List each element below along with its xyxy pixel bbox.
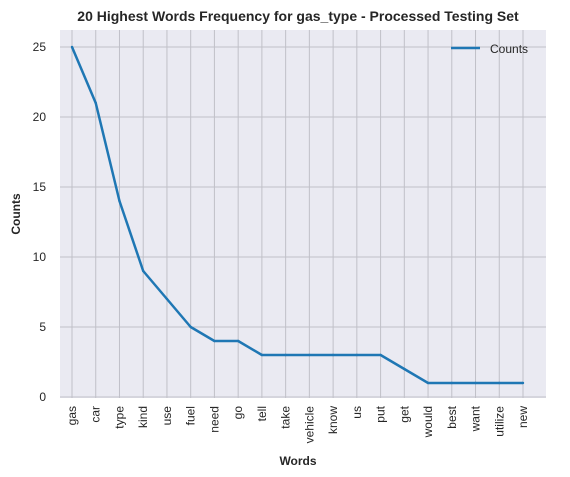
y-axis-label: Counts — [9, 193, 23, 235]
data-point — [331, 353, 335, 357]
y-tick-label: 25 — [33, 40, 47, 54]
data-point — [403, 367, 406, 371]
data-point — [450, 381, 453, 385]
data-point — [213, 339, 216, 343]
x-tick-label: type — [112, 406, 126, 429]
x-tick-label: us — [350, 406, 364, 419]
x-tick-label: vehicle — [302, 406, 316, 444]
x-tick-label: best — [445, 405, 459, 428]
x-tick-label: take — [279, 406, 293, 429]
x-tick-label: car — [89, 406, 103, 423]
grid — [60, 30, 546, 398]
y-tick-labels: 0 5 10 15 20 25 — [33, 40, 47, 404]
data-point — [474, 381, 477, 385]
legend-label: Counts — [490, 42, 528, 56]
data-point — [142, 269, 145, 273]
data-point — [498, 381, 501, 385]
x-tick-label: tell — [255, 406, 269, 421]
data-point — [379, 353, 382, 357]
data-point — [165, 297, 169, 301]
data-point — [284, 353, 287, 357]
y-tick-label: 5 — [39, 320, 46, 334]
x-axis-label: Words — [279, 454, 316, 468]
data-point — [260, 353, 264, 357]
plot-area — [60, 30, 546, 398]
data-point — [521, 381, 525, 385]
data-point — [426, 381, 430, 385]
x-tick-label: want — [469, 405, 483, 432]
series-layer — [70, 45, 525, 385]
x-tick-label: would — [421, 406, 435, 438]
data-point — [118, 199, 121, 203]
x-tick-label: need — [207, 406, 221, 433]
x-tick-label: put — [374, 405, 388, 422]
x-tick-label: use — [160, 406, 174, 426]
x-tick-label: gas — [65, 406, 79, 425]
x-tick-label: new — [516, 406, 530, 428]
x-tick-label: get — [397, 405, 411, 422]
data-point — [236, 339, 240, 343]
x-tick-label: go — [231, 406, 245, 420]
data-point — [308, 353, 311, 357]
data-point — [94, 101, 97, 105]
y-tick-label: 10 — [33, 250, 47, 264]
y-tick-label: 0 — [39, 390, 46, 404]
data-point — [189, 325, 192, 329]
data-point — [355, 353, 359, 357]
x-tick-label: know — [326, 406, 340, 434]
x-tick-label: utilize — [492, 406, 506, 437]
x-tick-label: fuel — [184, 406, 198, 425]
data-point — [70, 45, 74, 49]
y-tick-label: 20 — [33, 110, 47, 124]
x-tick-label: kind — [136, 406, 150, 428]
x-tick-labels: gas car type kind use fuel need go tell take vehic… — [65, 405, 530, 443]
series-line — [70, 46, 523, 385]
legend: Counts — [451, 42, 528, 56]
chart-title: 20 Highest Words Frequency for gas_type … — [77, 8, 519, 24]
y-tick-label: 15 — [33, 180, 47, 194]
